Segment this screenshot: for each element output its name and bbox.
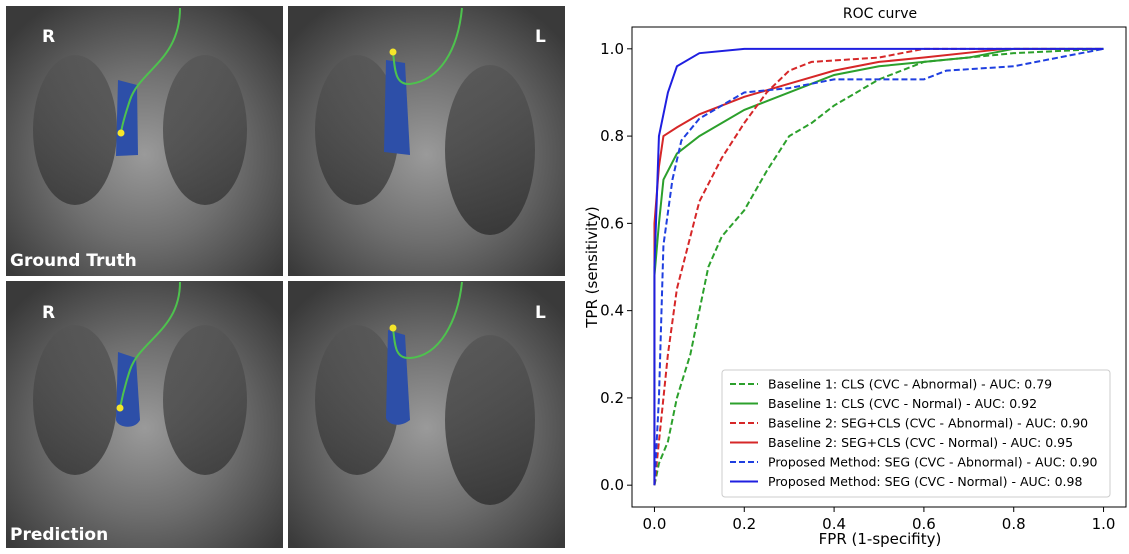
x-tick-label: 0.2 [732, 515, 756, 533]
side-label: R [42, 303, 55, 323]
catheter-tip [390, 49, 397, 56]
catheter-tip [117, 405, 124, 412]
lung [445, 65, 535, 235]
x-tick-label: 0.6 [912, 515, 936, 533]
y-tick-label: 0.2 [600, 389, 624, 407]
lung [445, 335, 535, 505]
side-label: L [535, 303, 546, 323]
side-label: L [535, 27, 546, 47]
y-tick-label: 0.6 [600, 214, 624, 232]
figure: R L R L Ground Truth Prediction ROC curv… [0, 0, 1129, 550]
catheter-tip [390, 325, 397, 332]
row-label: Ground Truth [10, 251, 137, 271]
legend-label: Baseline 1: CLS (CVC - Abnormal) - AUC: … [768, 377, 1052, 392]
x-tick-label: 0.4 [822, 515, 846, 533]
chart-title: ROC curve [843, 6, 917, 22]
xray-panels: R L R L Ground Truth Prediction [6, 6, 565, 548]
y-tick-label: 1.0 [600, 40, 624, 58]
legend-label: Proposed Method: SEG (CVC - Abnormal) - … [768, 455, 1098, 470]
x-tick-label: 0.0 [643, 515, 667, 533]
catheter-tip [118, 130, 125, 137]
x-tick-label: 1.0 [1092, 515, 1116, 533]
lung [33, 325, 117, 475]
legend-label: Baseline 2: SEG+CLS (CVC - Normal) - AUC… [768, 435, 1073, 450]
y-axis-label: TPR (sensitivity) [583, 206, 601, 329]
x-tick-label: 0.8 [1002, 515, 1026, 533]
y-tick-label: 0.4 [600, 302, 624, 320]
roc-chart: ROC curve FPR (1-specifity) TPR (sensiti… [583, 6, 1126, 548]
legend-label: Baseline 1: CLS (CVC - Normal) - AUC: 0.… [768, 396, 1037, 411]
y-tick-label: 0.0 [600, 476, 624, 494]
side-label: R [42, 27, 55, 47]
lung [163, 55, 247, 205]
lung [33, 55, 117, 205]
lung [163, 325, 247, 475]
legend-label: Proposed Method: SEG (CVC - Normal) - AU… [768, 474, 1082, 489]
row-label: Prediction [10, 525, 108, 545]
legend-label: Baseline 2: SEG+CLS (CVC - Abnormal) - A… [768, 416, 1088, 431]
y-tick-label: 0.8 [600, 127, 624, 145]
lung [315, 325, 399, 475]
